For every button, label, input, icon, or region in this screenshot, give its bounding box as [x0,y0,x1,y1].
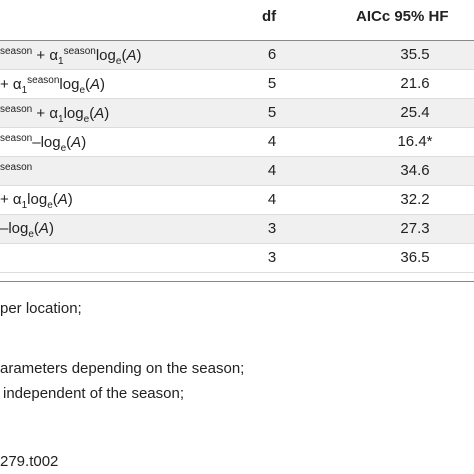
model-term: ) [100,76,106,93]
model-term: ( [89,105,95,122]
model-term: ( [66,134,72,151]
row-divider [0,156,474,157]
row-divider [0,243,474,244]
table-row: –loge(A) 3 27.3 [0,215,474,244]
model-term: 1 [58,114,64,125]
model-term: log [59,76,80,93]
model-term: e [115,56,122,67]
model-term: ( [33,220,39,237]
model-term: A [90,76,101,93]
footnote: arameters depending on the season; [0,360,245,377]
model-term: season [0,133,33,144]
footnote: independent of the season; [3,385,184,402]
model-term: e [60,143,67,154]
model-term: season [63,46,96,57]
row-divider [0,272,474,273]
footnote: per location; [0,300,82,317]
model-term: e [47,200,53,211]
model-term: season [27,75,60,86]
footnote: 279.t002 [0,453,59,470]
df-cell: 4 [267,133,277,150]
model-term: log [27,191,48,208]
table-row: season + α1seasonloge(A) 6 35.5 [0,41,474,70]
row-divider [0,127,474,128]
model-term: season [0,162,33,173]
model-cell: season–loge(A) [0,133,86,154]
model-term: –log [0,220,29,237]
header-aicc: AICc 95% HF [356,8,449,25]
model-term: A [57,191,68,208]
bottom-rule [0,281,474,282]
df-cell: 6 [267,46,277,63]
aicc-cell: 32.2 [400,191,430,208]
model-term: ) [136,47,142,64]
model-cell: –loge(A) [0,220,54,240]
model-term: season [0,46,33,57]
model-term: 1 [58,56,64,67]
model-cell: season + α1loge(A) [0,104,109,125]
model-term: A [71,134,82,151]
model-cell: season + α1seasonloge(A) [0,46,141,67]
model-term: ) [48,220,54,237]
row-divider [0,98,474,99]
model-term: log [63,105,84,122]
row-divider [0,214,474,215]
aicc-cell: 35.5 [400,46,430,63]
model-term: + α [32,105,59,122]
header-rule [0,40,474,41]
model-term: ( [52,191,58,208]
header-df: df [262,8,277,25]
aicc-cell: 34.6 [400,162,430,179]
df-cell: 4 [267,191,277,208]
df-cell: 5 [267,104,277,121]
df-cell: 3 [267,249,277,266]
model-term: A [126,47,137,64]
df-cell: 5 [267,75,277,92]
table-row: + α1loge(A) 4 32.2 [0,186,474,215]
model-term: ) [104,105,110,122]
model-term: ( [121,47,127,64]
model-term: ( [85,76,91,93]
aicc-cell: 27.3 [400,220,430,237]
aicc-cell: 16.4* [397,133,433,150]
model-term: season [0,104,33,115]
model-cell: + α1seasonloge(A) [0,75,105,96]
model-term: ) [67,191,73,208]
model-term: + α [0,76,22,93]
model-term: e [79,85,86,96]
table-row: season + α1loge(A) 5 25.4 [0,99,474,128]
model-term: A [38,220,49,237]
model-term: e [83,114,90,125]
df-cell: 3 [267,220,277,237]
row-divider [0,69,474,70]
model-term: –log [32,134,61,151]
model-term: log [95,47,116,64]
model-cell: season [0,162,32,180]
model-term: 1 [21,85,28,96]
row-divider [0,185,474,186]
model-term: 1 [21,200,28,211]
table-row: 3 36.5 [0,244,474,273]
aicc-cell: 21.6 [400,75,430,92]
model-term: A [94,105,105,122]
table-row: season–loge(A) 4 16.4* [0,128,474,157]
table-row: season 4 34.6 [0,157,474,186]
df-cell: 4 [267,162,277,179]
model-term: e [28,229,34,240]
table-row: + α1seasonloge(A) 5 21.6 [0,70,474,99]
model-term: ) [81,134,87,151]
model-term: + α [0,191,22,208]
aicc-cell: 36.5 [400,249,430,266]
model-cell: + α1loge(A) [0,191,73,211]
model-term: + α [32,47,59,64]
aicc-cell: 25.4 [400,104,430,121]
